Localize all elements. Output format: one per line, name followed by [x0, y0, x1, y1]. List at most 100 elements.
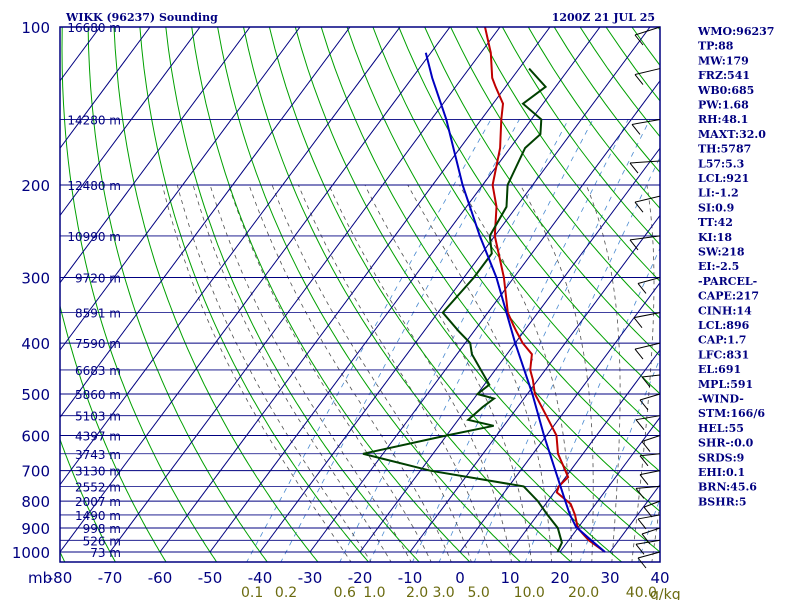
- height-level-label: 9720 m: [75, 271, 121, 285]
- dry-adiabat-line: [450, 27, 660, 320]
- height-level-label: 14280 m: [67, 113, 121, 127]
- wind-barb-staff: [641, 435, 661, 443]
- wind-barb-flag: [637, 557, 647, 569]
- temperature-tick-label: 10: [500, 569, 519, 587]
- mixing-ratio-tick-label: 0.1: [241, 585, 263, 600]
- height-level-label: 5860 m: [75, 388, 121, 402]
- pressure-tick-label: 900: [21, 520, 50, 538]
- sounding-index-label: STM:166/6: [698, 407, 765, 420]
- mixing-ratio-tick-label: 1.0: [363, 585, 385, 600]
- wind-barb-staff: [641, 527, 661, 535]
- sounding-index-label: TP:88: [698, 40, 734, 53]
- sounding-index-label: BRN:45.6: [698, 481, 757, 494]
- moist-adiabat-line: [520, 184, 594, 562]
- temperature-tick-label: 0: [455, 569, 465, 587]
- sounding-index-label: MPL:591: [698, 378, 753, 391]
- moist-adiabat-line: [176, 184, 372, 562]
- moist-adiabat-line: [248, 184, 452, 562]
- sounding-index-label: LI:-1.2: [698, 187, 739, 200]
- height-level-label: 3743 m: [75, 448, 121, 462]
- pressure-tick-label: 600: [21, 428, 50, 446]
- isotherm-line: [60, 27, 351, 419]
- wind-barb-staff: [639, 470, 661, 476]
- wind-barb-staff: [634, 342, 661, 350]
- sounding-index-label: EI:-2.5: [698, 260, 739, 273]
- mixing-ratio-tick-label: 2.0: [406, 585, 428, 600]
- height-level-label: 10990 m: [67, 230, 121, 244]
- height-level-label: 1490 m: [75, 509, 121, 523]
- wind-barb-staff: [629, 235, 661, 241]
- height-level-label: 73 m: [90, 546, 121, 560]
- isotherm-line: [60, 27, 151, 149]
- pressure-tick-label: 300: [21, 269, 50, 287]
- wind-barb-flag: [635, 543, 645, 555]
- sounding-index-label: SHR-:0.0: [698, 437, 754, 450]
- moist-adiabat-line: [459, 184, 573, 562]
- wind-barb-staff: [634, 195, 661, 203]
- sounding-index-label: CINH:14: [698, 304, 752, 317]
- isotherm-line: [60, 27, 451, 553]
- wind-barb-flag: [634, 348, 644, 360]
- mixing-ratio-unit-label: g/kg: [650, 587, 681, 600]
- dry-adiabat-line: [398, 27, 660, 395]
- wind-barb-flag: [629, 162, 639, 174]
- moist-adiabat-line: [209, 184, 412, 562]
- temperature-tick-label: -50: [198, 569, 223, 587]
- wind-barbs: [629, 26, 661, 569]
- wind-barb-staff: [634, 26, 661, 36]
- height-level-label: 3130 m: [75, 465, 121, 479]
- mixing-ratio-tick-label: 10.0: [514, 585, 545, 600]
- height-level-label: 526 m: [83, 534, 121, 548]
- sounding-index-label: SRDS:9: [698, 451, 744, 464]
- sounding-index-label: SW:218: [698, 246, 745, 259]
- isotherm-line: [509, 349, 660, 553]
- height-level-label: 7590 m: [75, 337, 121, 351]
- wind-barb-staff: [634, 68, 661, 76]
- mixing-ratio-tick-label: 0.2: [275, 585, 297, 600]
- temperature-tick-label: 40: [650, 569, 669, 587]
- wind-barb-staff: [639, 453, 661, 457]
- dry-adiabat-line: [60, 438, 116, 562]
- isobars: [60, 26, 660, 553]
- temperature-tick-label: -70: [98, 569, 123, 587]
- dry-adiabat-line: [476, 27, 660, 283]
- wind-barb-staff: [635, 415, 661, 421]
- wind-barb-staff: [643, 500, 661, 508]
- height-level-label: 2552 m: [75, 480, 121, 494]
- sounding-index-label: LCL:896: [698, 319, 750, 332]
- dry-adiabat-line: [139, 27, 370, 562]
- pressure-tick-label: 200: [21, 177, 50, 195]
- pressure-tick-label: 500: [21, 386, 50, 404]
- height-level-label: 4397 m: [75, 430, 121, 444]
- height-level-label: 16680 m: [67, 21, 121, 35]
- wind-barb-flag: [634, 74, 644, 85]
- dry-adiabat-line: [60, 303, 167, 562]
- sounding-index-label: CAP:1.7: [698, 334, 746, 347]
- sounding-index-label: TT:42: [698, 216, 733, 229]
- sounding-index-label: WMO:96237: [697, 25, 774, 38]
- sounding-index-label: TH:5787: [698, 143, 751, 156]
- sounding-index-label: LCL:921: [698, 172, 749, 185]
- wind-barb-flag: [637, 283, 647, 294]
- sounding-index-label: -WIND-: [698, 393, 744, 406]
- moist-adiabat-line: [271, 184, 472, 562]
- dry-adiabat-line: [346, 27, 660, 473]
- temperature-tick-label: 30: [600, 569, 619, 587]
- wind-barb-flag: [637, 518, 647, 530]
- dry-adiabat-line: [87, 27, 268, 562]
- dry-adiabat-line: [217, 27, 522, 562]
- parcel-profile: [424, 52, 606, 553]
- sounding-index-label: MW:179: [698, 54, 749, 67]
- temperature-tick-label: -10: [398, 569, 423, 587]
- moist-adiabat-line: [585, 184, 621, 562]
- temperature-tick-label: -40: [248, 569, 273, 587]
- sounding-index-label: FRZ:541: [698, 69, 750, 82]
- isotherm-line: [60, 27, 401, 486]
- pressure-tick-label: 100: [21, 19, 50, 37]
- wind-barb-flag: [643, 506, 653, 518]
- isotherm-line: [159, 27, 551, 553]
- wind-barb-flag: [633, 317, 643, 328]
- wind-barb-flag: [641, 376, 651, 388]
- height-level-label: 6683 m: [75, 364, 121, 378]
